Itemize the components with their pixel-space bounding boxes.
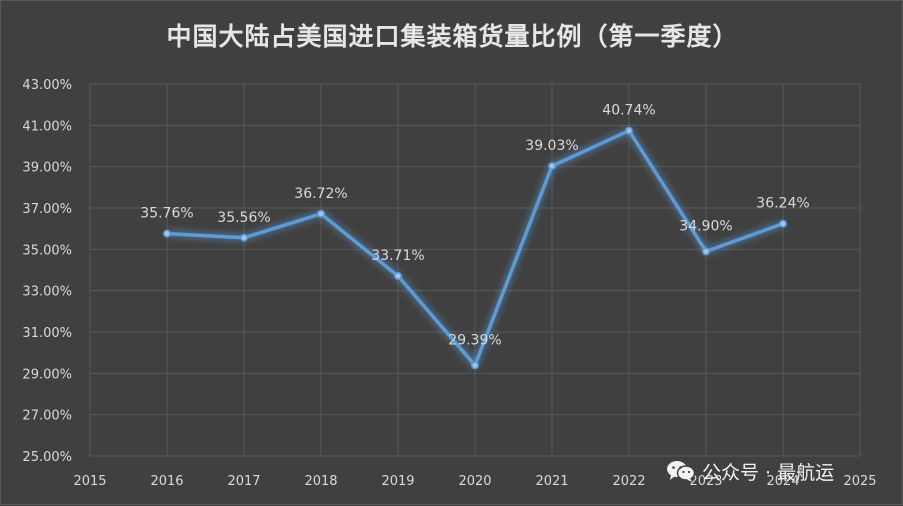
chart-title: 中国大陆占美国进口集装箱货量比例（第一季度） <box>166 22 739 51</box>
watermark-text: 公众号 · 最航运 <box>702 461 835 484</box>
data-point <box>548 162 556 170</box>
x-tick-label: 2023 <box>689 474 722 489</box>
data-label: 35.76% <box>140 206 193 222</box>
grid-lines <box>89 83 861 457</box>
data-label: 29.39% <box>448 332 501 348</box>
y-tick-label: 43.00% <box>22 78 72 93</box>
x-tick-label: 2020 <box>458 474 491 489</box>
x-tick-label: 2016 <box>150 474 183 489</box>
data-point <box>702 247 710 256</box>
data-point <box>163 229 171 238</box>
data-label: 35.56% <box>217 210 270 226</box>
y-tick-label: 25.00% <box>22 450 72 465</box>
data-label: 39.03% <box>525 138 578 154</box>
y-tick-label: 37.00% <box>22 202 72 217</box>
data-label: 36.24% <box>756 196 809 212</box>
data-point <box>625 126 633 135</box>
data-series <box>163 126 787 370</box>
axis-labels: 25.00% 27.00% 29.00% 31.00% 33.00% 35.00% 37.0… <box>22 78 876 489</box>
data-point <box>394 272 402 280</box>
y-tick-label: 31.00% <box>22 326 72 341</box>
y-tick-label: 39.00% <box>22 161 72 176</box>
x-tick-label: 2015 <box>73 474 106 489</box>
watermark: 公众号 · 最航运 <box>666 458 834 484</box>
x-tick-label: 2017 <box>227 474 260 489</box>
data-label: 34.90% <box>679 218 732 234</box>
y-tick-label: 29.00% <box>22 367 72 382</box>
data-label: 36.72% <box>294 186 347 202</box>
wechat-icon <box>667 461 696 482</box>
x-tick-label: 2025 <box>843 474 876 489</box>
data-label: 40.74% <box>602 103 655 119</box>
x-tick-label: 2024 <box>766 474 799 489</box>
y-tick-label: 41.00% <box>22 119 72 134</box>
y-tick-label: 35.00% <box>22 243 72 258</box>
data-labels: 35.76% 35.56% 36.72% 33.71% 29.39% 39.03% 40.7… <box>140 103 809 349</box>
data-point <box>779 219 787 228</box>
data-point <box>240 233 248 242</box>
y-tick-label: 33.00% <box>22 285 72 300</box>
data-label: 33.71% <box>371 248 424 264</box>
x-tick-label: 2018 <box>304 474 337 489</box>
x-tick-label: 2021 <box>535 474 568 489</box>
y-tick-label: 27.00% <box>22 409 72 424</box>
data-point <box>317 209 325 218</box>
data-point <box>471 361 479 370</box>
x-tick-label: 2022 <box>612 474 645 489</box>
x-tick-label: 2019 <box>381 474 414 489</box>
